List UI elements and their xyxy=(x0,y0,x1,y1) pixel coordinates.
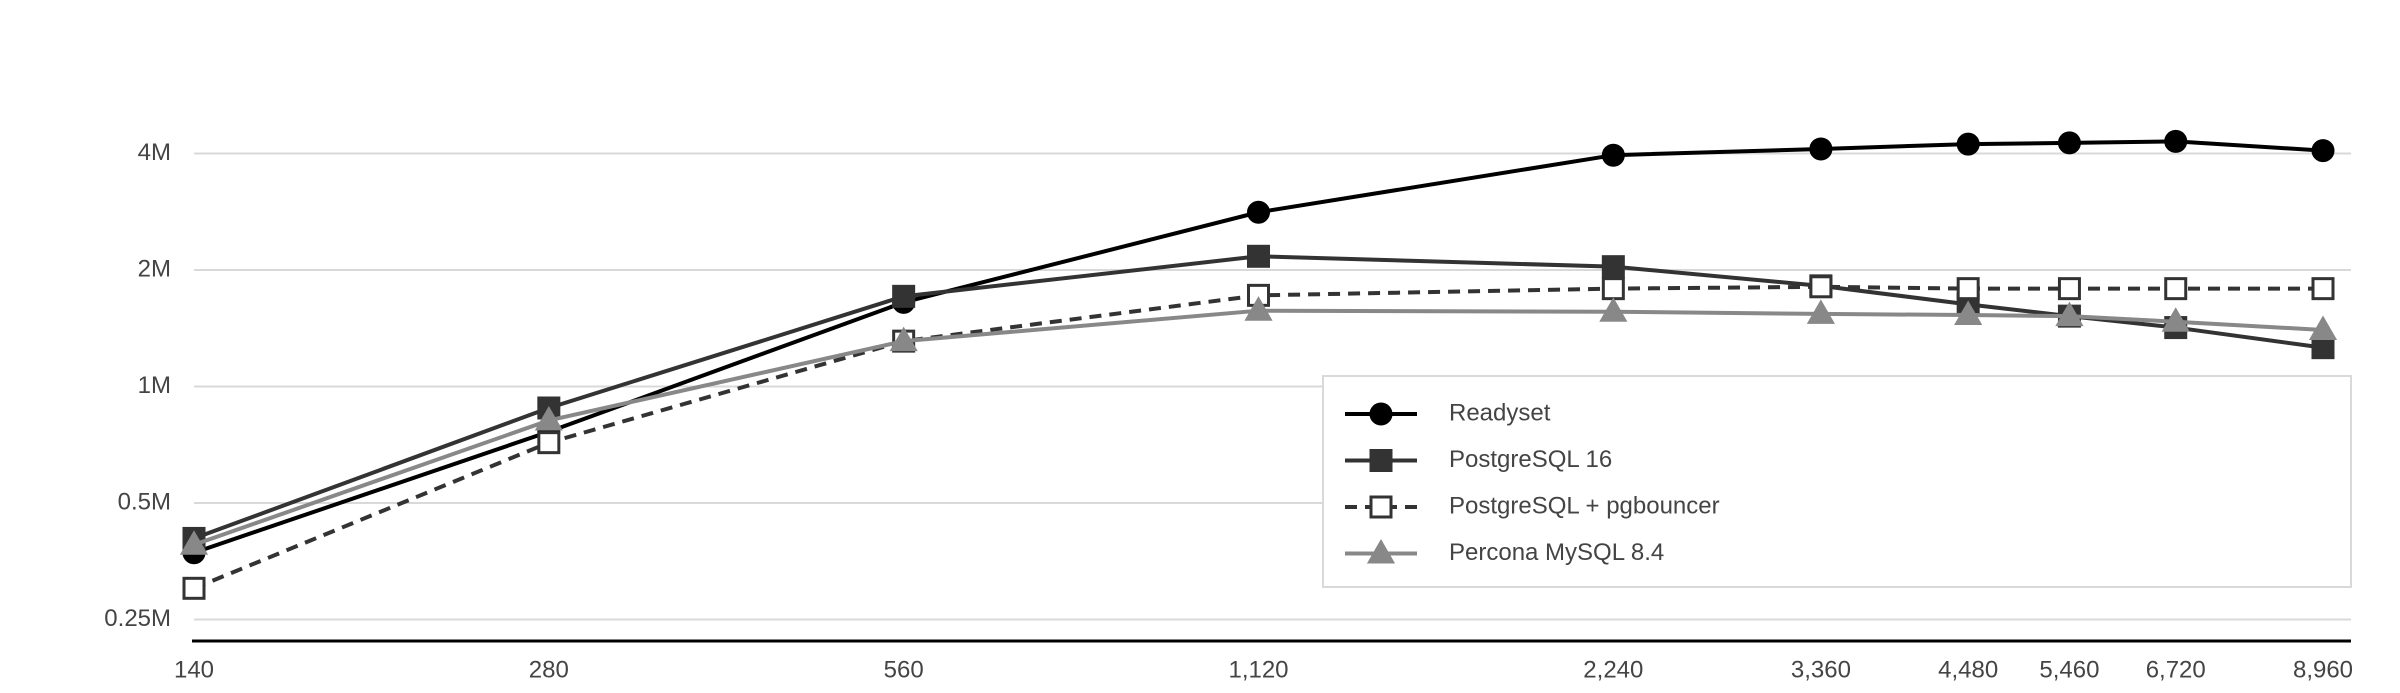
series-line xyxy=(193,284,2323,591)
x-tick-label: 140 xyxy=(174,656,214,683)
marker xyxy=(2161,307,2190,332)
x-tick-label: 6,720 xyxy=(2146,656,2206,683)
marker xyxy=(1954,300,1983,326)
marker xyxy=(2164,277,2188,301)
x-tick-label: 3,360 xyxy=(1791,656,1851,683)
marker xyxy=(1244,296,1273,321)
marker xyxy=(2311,336,2335,360)
marker xyxy=(1369,495,1393,519)
marker xyxy=(1599,297,1628,322)
x-tick-label: 5,460 xyxy=(2039,656,2099,683)
legend-label: PostgreSQL 16 xyxy=(1449,446,1612,473)
x-tick-label: 4,480 xyxy=(1938,656,1998,683)
x-tick-label: 8,960 xyxy=(2293,656,2353,683)
marker xyxy=(179,530,209,555)
y-tick-label: 4M xyxy=(138,139,171,166)
marker xyxy=(1366,538,1396,564)
x-tick-label: 560 xyxy=(884,656,924,683)
marker xyxy=(1601,277,1625,301)
marker xyxy=(537,431,561,455)
y-tick-label: 2M xyxy=(138,255,171,282)
y-tick-label: 1M xyxy=(138,372,171,399)
marker xyxy=(2311,277,2335,301)
marker xyxy=(534,405,563,431)
series-line xyxy=(193,308,2324,547)
legend-label: Readyset xyxy=(1449,399,1551,426)
marker xyxy=(2057,131,2081,155)
marker xyxy=(2164,129,2188,153)
marker xyxy=(1369,402,1393,426)
legend-box xyxy=(1322,375,2352,588)
marker xyxy=(1247,244,1270,268)
marker xyxy=(182,576,206,600)
marker xyxy=(1956,132,1980,156)
marker xyxy=(2055,301,2084,327)
marker xyxy=(1601,143,1625,167)
marker xyxy=(2057,277,2081,301)
marker xyxy=(1369,449,1393,472)
x-tick-label: 2,240 xyxy=(1583,656,1643,683)
legend: Readyset PostgreSQL 16 PostgreSQL + pgboun… xyxy=(1322,375,2352,588)
marker xyxy=(889,326,918,352)
marker xyxy=(1247,200,1270,224)
marker xyxy=(1601,255,1625,279)
x-tick-label: 280 xyxy=(529,656,569,683)
x-tick-label: 1,120 xyxy=(1228,656,1288,683)
marker xyxy=(1806,299,1835,324)
y-tick-label: 0.5M xyxy=(118,488,171,515)
marker xyxy=(2311,139,2335,163)
series-line xyxy=(193,139,2324,555)
marker xyxy=(892,284,916,308)
legend-label: Percona MySQL 8.4 xyxy=(1449,539,1664,566)
series-line xyxy=(193,254,2324,541)
marker xyxy=(1809,137,1833,161)
marker xyxy=(2308,315,2338,340)
marker xyxy=(1809,275,1833,299)
marker xyxy=(1956,277,1980,301)
y-tick-label: 0.25M xyxy=(104,605,171,632)
legend-label: PostgreSQL + pgbouncer xyxy=(1449,492,1720,519)
series xyxy=(179,296,2338,555)
